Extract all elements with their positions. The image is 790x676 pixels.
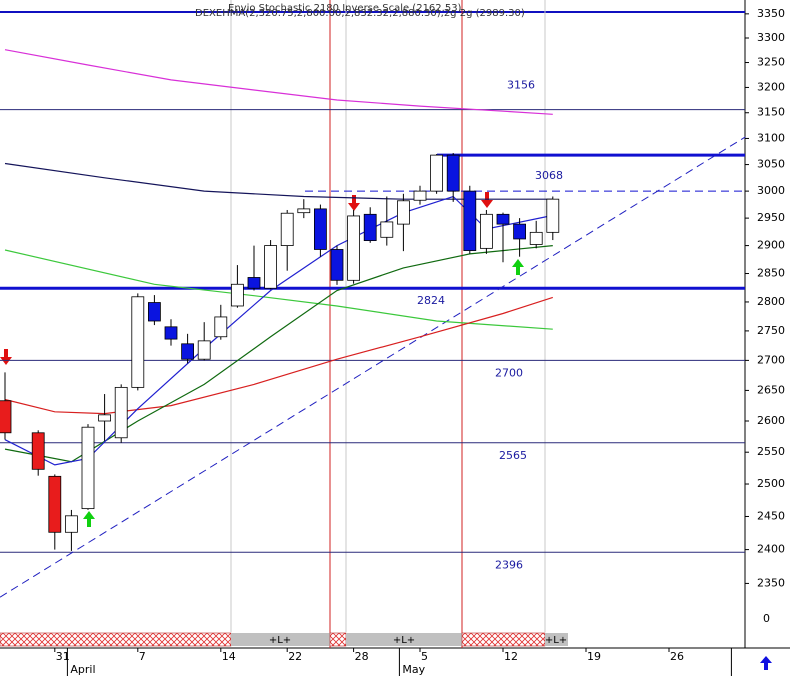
sell-arrow [0,349,12,365]
buy-arrow [83,511,95,527]
strip-label: +L+ [545,635,567,646]
candle-body [363,213,377,242]
ma-line [4,249,553,330]
x-tick-label: 28 [355,650,369,663]
y-tick-label: 2600 [757,414,785,427]
candle-body [413,190,427,201]
month-label: May [402,663,425,676]
y-tick-label: 2900 [757,239,785,252]
ma-line [4,296,553,415]
level-label: 3156 [507,79,535,92]
level-label: 2565 [499,449,527,462]
y-tick-label: 2750 [757,324,785,337]
x-tick-label: 19 [587,650,601,663]
candle-body [98,414,111,422]
candle-body [0,400,12,434]
x-tick-label: 5 [421,650,428,663]
strip-segment [0,632,232,647]
candle-body [264,245,278,289]
y-tick-label: 3200 [757,80,785,93]
strip-label: +L+ [269,635,291,646]
signal-strip: +L+ +L+ +L+ [0,632,568,647]
candle-body [197,340,211,360]
candle-body [496,213,510,225]
y-tick-label: 2550 [757,445,785,458]
y-tick-label: 3250 [757,56,785,69]
candle-body [48,475,62,533]
strip-label: +L+ [393,635,415,646]
candle-body [396,200,410,225]
strip-segment [545,633,568,646]
candle-body [463,190,477,251]
candle-body [247,277,261,289]
y-tick-label: 2400 [757,543,785,556]
candle-body [313,208,327,250]
x-tick-label: 22 [288,650,302,663]
candle-body [81,426,95,510]
candle-body [280,212,294,246]
candle-body [479,213,493,249]
signal-arrows [0,192,772,670]
x-tick-label: 26 [670,650,684,663]
strip-segment [231,633,330,646]
strip-segment [329,632,347,647]
level-label: 3068 [535,169,563,182]
candle-body [214,316,228,338]
sell-arrow [348,195,360,211]
y-tick-label: 2950 [757,211,785,224]
candle-body [164,326,178,340]
candle-body [31,432,45,470]
y-tick-label: 2700 [757,353,785,366]
x-tick-label: 7 [139,650,146,663]
level-label: 2824 [417,294,445,307]
header-text: Envio Stochastic 2180 Inverse Scale (216… [228,3,462,14]
candle-body [380,221,394,238]
x-tick-label: 14 [222,650,236,663]
buy-arrow [512,259,524,275]
y-tick-label: 0 [763,612,770,625]
y-tick-label: 2850 [757,267,785,280]
candle-body [330,249,344,281]
strip-segment [461,632,546,647]
strip-segment [346,633,462,646]
candle-body [65,515,78,533]
sell-arrow [481,192,493,208]
trendline [0,136,746,598]
level-label: 2396 [495,558,523,571]
candle-body [430,154,444,192]
level-label: 2700 [495,366,523,379]
x-tick-label: 31 [56,650,70,663]
candle-body [181,343,195,360]
month-label: April [70,663,95,676]
ma-line [4,245,553,463]
y-tick-label: 2350 [757,576,785,589]
candle-body [114,386,128,439]
y-tick-label: 3050 [757,158,785,171]
y-tick-label: 2500 [757,477,785,490]
candle-body [147,302,161,322]
y-tick-label: 3300 [757,31,785,44]
ma-line [4,162,553,200]
candle-body [297,208,311,214]
x-tick-label: 12 [504,650,518,663]
candle-body [347,215,361,281]
y-tick-label: 3000 [757,184,785,197]
y-tick-label: 2800 [757,295,785,308]
scroll-arrow[interactable] [760,656,772,670]
ma-line [4,49,553,115]
candle-body [546,198,560,233]
header-text: DEXEHMA(2,320.75,2,800.00,2,832.32,2,880… [195,8,525,19]
y-tick-label: 3150 [757,106,785,119]
y-tick-label: 2650 [757,383,785,396]
candle-body [529,231,543,245]
y-tick-label: 2450 [757,509,785,522]
y-tick-label: 3350 [757,7,785,20]
candle-body [131,296,145,388]
candle-body [230,283,244,307]
candle-body [446,154,460,192]
candle-body [513,223,526,240]
y-tick-label: 3100 [757,131,785,144]
